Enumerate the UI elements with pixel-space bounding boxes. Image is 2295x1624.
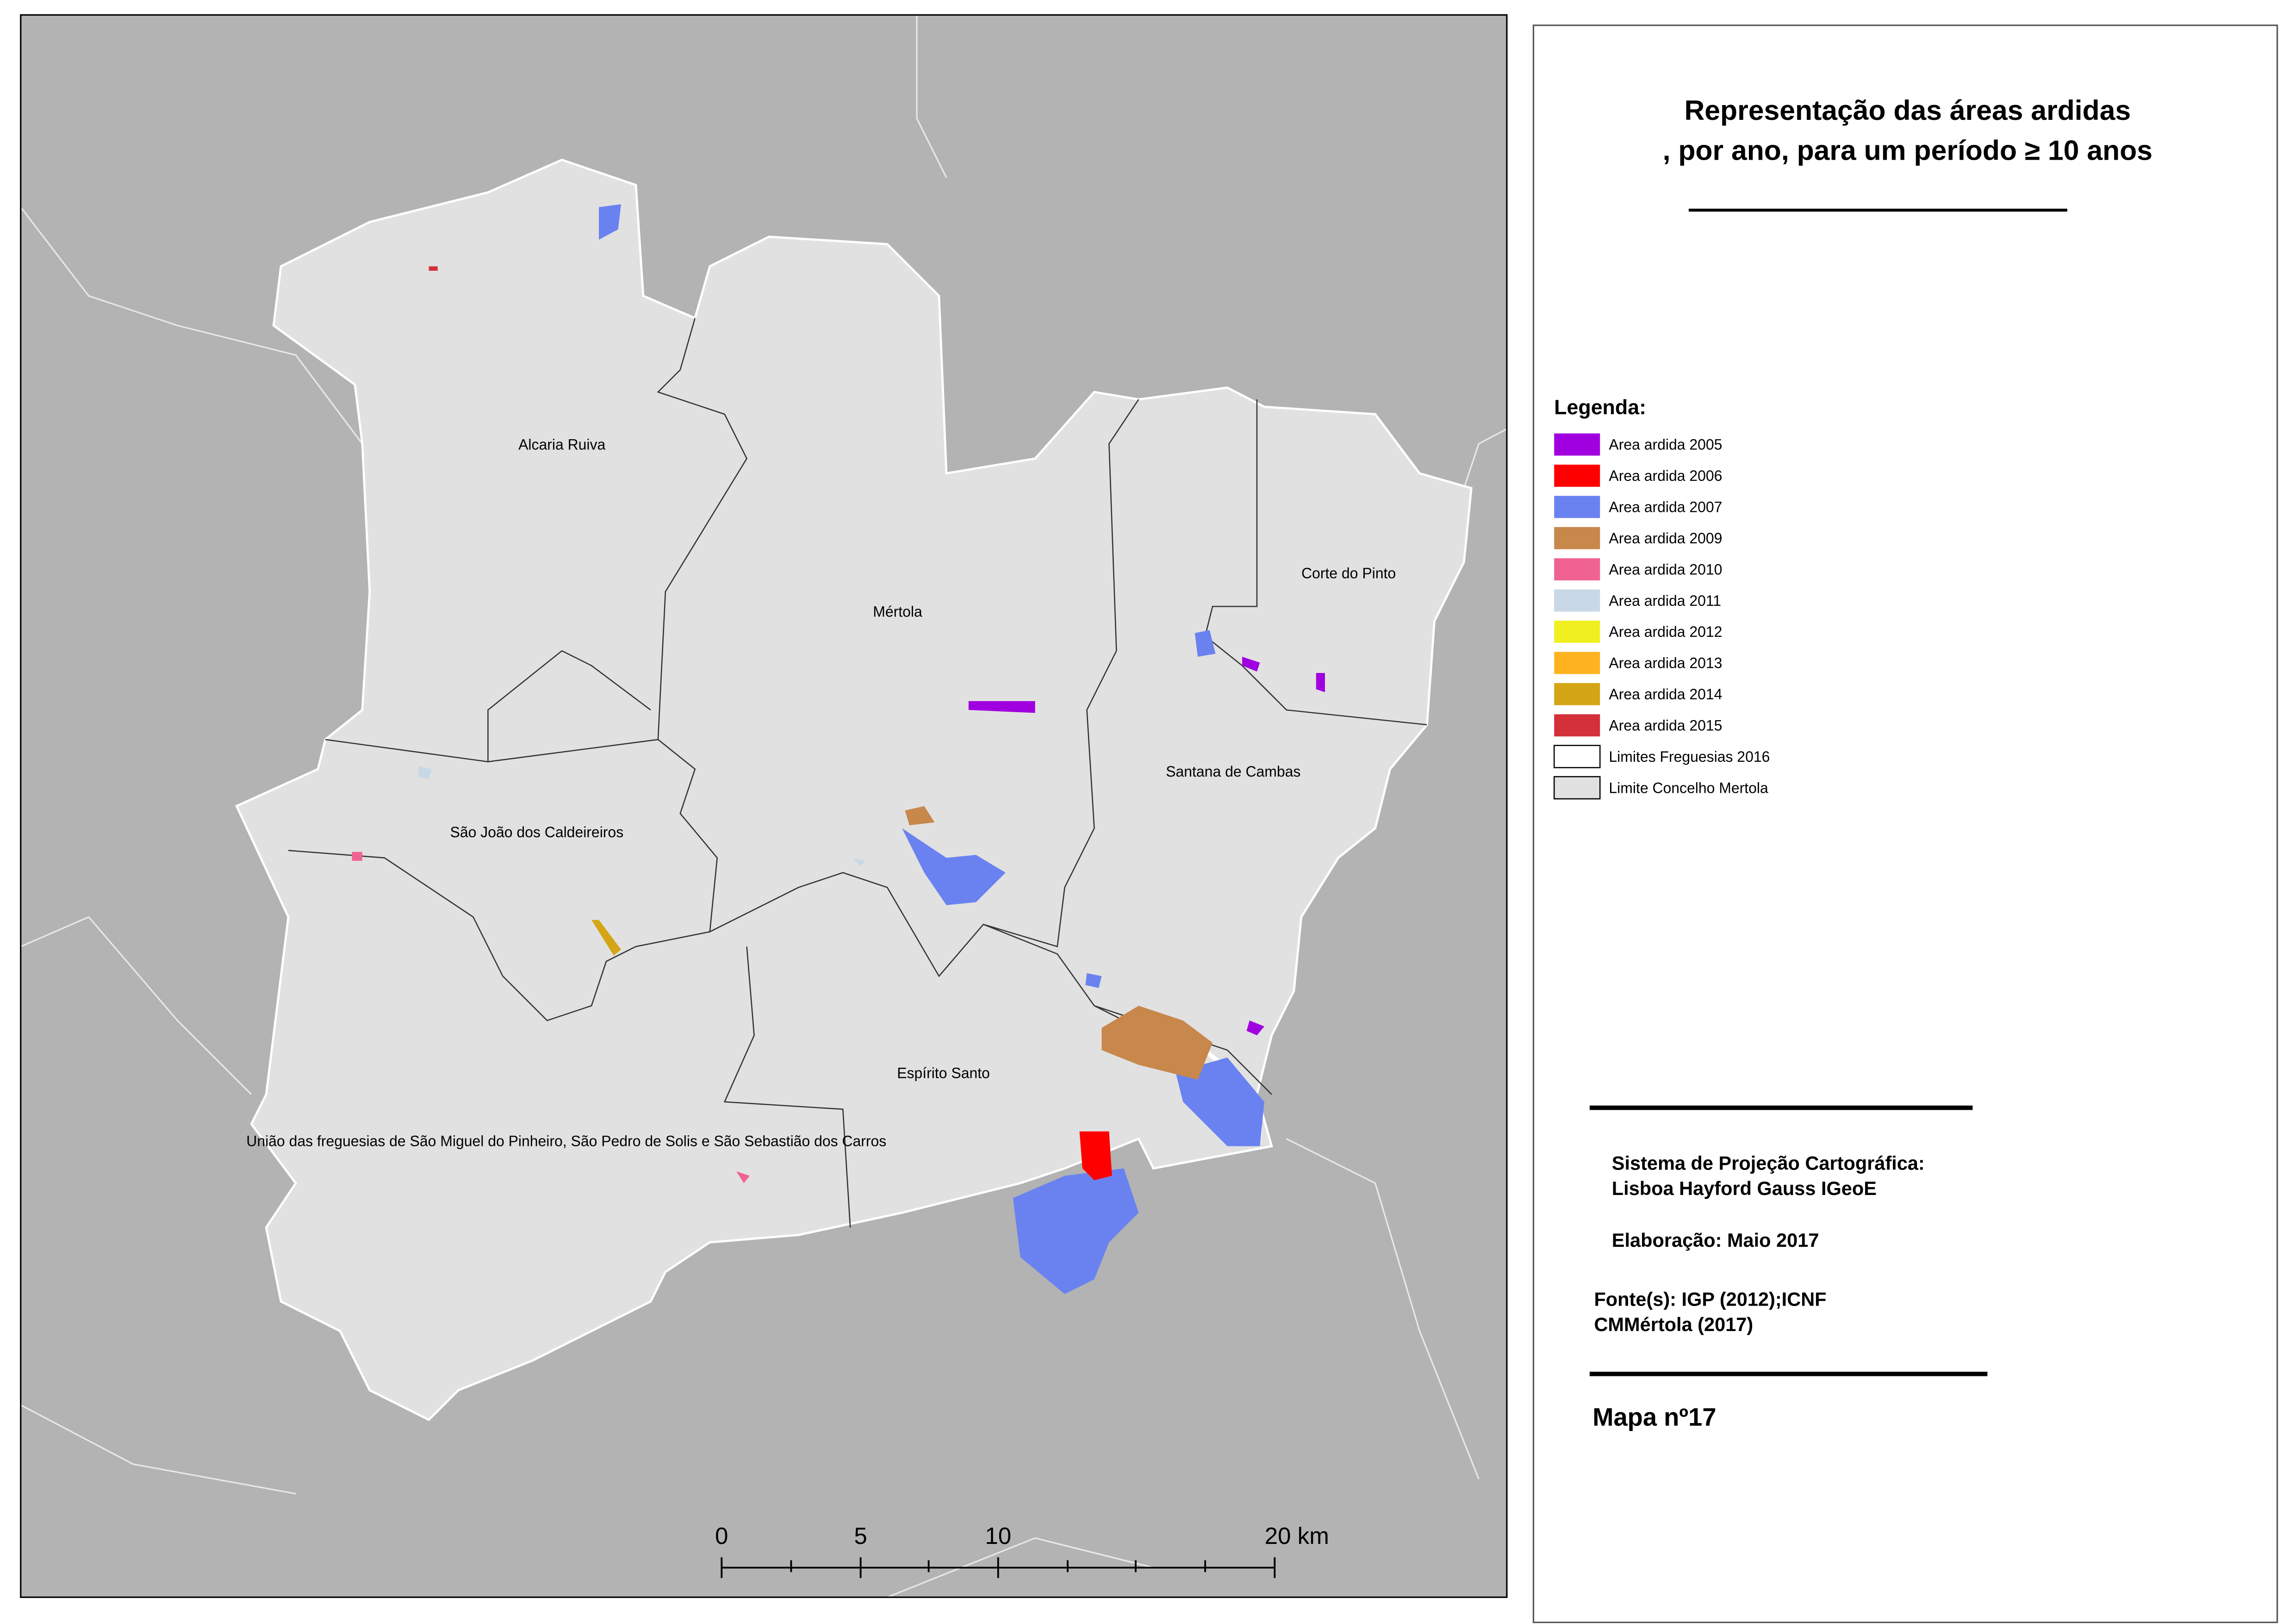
legend-swatch bbox=[1554, 496, 1600, 518]
scale-bar: 0 5 10 20 km bbox=[715, 1523, 1329, 1578]
legend-title: Legenda: bbox=[1554, 396, 1646, 419]
legend-swatch bbox=[1554, 683, 1600, 705]
burned-patch bbox=[1101, 1006, 1213, 1080]
burned-patch bbox=[1194, 630, 1216, 657]
panel-border bbox=[1532, 25, 2278, 1624]
place-label: Alcaria Ruiva bbox=[518, 436, 605, 453]
burned-patch bbox=[1316, 673, 1325, 692]
burned-patch bbox=[591, 920, 621, 956]
burned-patch bbox=[1246, 1020, 1264, 1035]
burned-patch bbox=[902, 828, 1006, 905]
legend-swatch bbox=[1554, 714, 1600, 737]
scale-label: 10 bbox=[985, 1523, 1011, 1549]
legend-swatch bbox=[1554, 558, 1600, 581]
legend-swatch bbox=[1554, 589, 1600, 612]
place-label: Santana de Cambas bbox=[1166, 763, 1300, 780]
burned-patch bbox=[429, 266, 438, 271]
legend-label: Limites Freguesias 2016 bbox=[1609, 748, 1770, 765]
burned-patch bbox=[352, 852, 362, 861]
side-panel: Representação das áreas ardidas , por an… bbox=[1532, 25, 2278, 1624]
burned-patch bbox=[736, 1171, 750, 1183]
legend: Area ardida 2005 Area ardida 2006 Area ard… bbox=[1553, 433, 1770, 800]
legend-label: Limite Concelho Mertola bbox=[1609, 779, 1768, 796]
date: Elaboração: Maio 2017 bbox=[1612, 1229, 1819, 1251]
legend-label: Area ardida 2011 bbox=[1609, 592, 1721, 609]
legend-label: Area ardida 2014 bbox=[1609, 686, 1722, 703]
legend-label: Area ardida 2007 bbox=[1609, 499, 1722, 516]
title: Representação das áreas ardidas bbox=[1684, 94, 2131, 126]
burned-patch bbox=[1242, 657, 1260, 672]
place-label: Corte do Pinto bbox=[1301, 565, 1396, 582]
frame-border bbox=[20, 14, 1508, 1598]
burned-patch bbox=[1085, 973, 1102, 988]
burned-patch bbox=[599, 204, 621, 240]
parish-boundaries bbox=[288, 317, 1427, 1228]
legend-swatch bbox=[1554, 433, 1600, 456]
legend-swatch bbox=[1554, 464, 1600, 487]
legend-swatch bbox=[1554, 527, 1600, 549]
source: CMMértola (2017) bbox=[1594, 1313, 1753, 1335]
legend-label: Area ardida 2009 bbox=[1609, 530, 1722, 547]
burned-patch bbox=[1013, 1168, 1139, 1294]
projection: Sistema de Projeção Cartográfica: bbox=[1612, 1152, 1925, 1174]
outside-boundaries bbox=[20, 15, 1507, 1598]
place-label: São João dos Caldeireiros bbox=[450, 824, 624, 840]
legend-label: Area ardida 2010 bbox=[1609, 561, 1722, 578]
projection: Lisboa Hayford Gauss IGeoE bbox=[1612, 1177, 1877, 1199]
legend-swatch bbox=[1554, 621, 1600, 643]
place-label: Espírito Santo bbox=[897, 1065, 990, 1082]
place-label: Mértola bbox=[873, 604, 922, 620]
place-label: União das freguesias de São Miguel do Pi… bbox=[246, 1133, 886, 1150]
scale-label: 5 bbox=[854, 1523, 867, 1549]
concelho bbox=[235, 158, 1473, 1421]
legend-swatch bbox=[1554, 652, 1600, 674]
map-number: Mapa nº17 bbox=[1592, 1403, 1716, 1431]
map-frame: Alcaria Ruiva Mértola Corte do Pinto San… bbox=[20, 14, 1508, 1598]
burned-patch bbox=[968, 701, 1035, 713]
burned-patch bbox=[1079, 1131, 1112, 1181]
scale-label: 0 bbox=[715, 1523, 728, 1549]
legend-label: Area ardida 2006 bbox=[1609, 467, 1722, 484]
scale-label: 20 km bbox=[1265, 1523, 1329, 1549]
legend-label: Area ardida 2012 bbox=[1609, 623, 1722, 640]
legend-label: Area ardida 2015 bbox=[1609, 717, 1722, 734]
burned-patch bbox=[853, 858, 865, 867]
title: , por ano, para um período ≥ 10 anos bbox=[1663, 134, 2152, 166]
legend-swatch bbox=[1553, 776, 1601, 800]
burned-patch bbox=[905, 806, 935, 826]
legend-label: Area ardida 2013 bbox=[1609, 655, 1722, 672]
legend-swatch bbox=[1553, 745, 1601, 768]
burned-patch bbox=[418, 766, 432, 780]
scale-ticks bbox=[721, 1557, 1276, 1578]
legend-label: Area ardida 2005 bbox=[1609, 436, 1722, 453]
source: Fonte(s): IGP (2012);ICNF bbox=[1594, 1288, 1826, 1310]
burned-areas bbox=[352, 204, 1325, 1294]
